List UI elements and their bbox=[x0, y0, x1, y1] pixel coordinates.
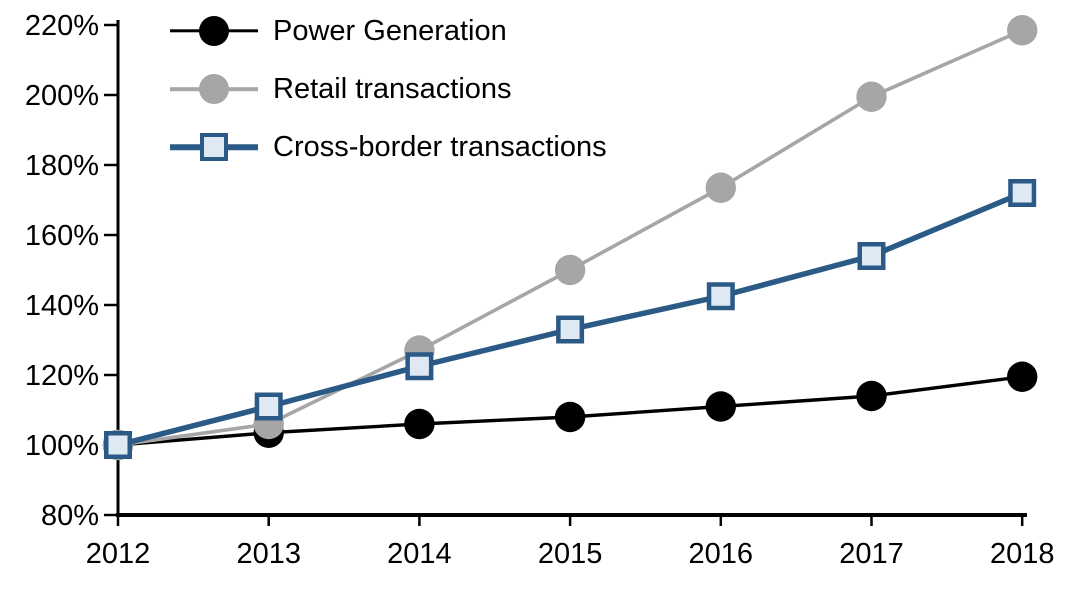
y-axis-tick-label: 80% bbox=[41, 500, 99, 532]
y-axis-tick-label: 100% bbox=[25, 430, 99, 462]
legend-item-power-generation: Power Generation bbox=[170, 2, 607, 60]
data-point-series-0 bbox=[705, 391, 736, 422]
data-point-series-2 bbox=[405, 352, 434, 381]
circle-marker-icon bbox=[199, 16, 229, 46]
y-axis-tick-label: 200% bbox=[25, 80, 99, 112]
legend-swatch-cross-border-transactions bbox=[170, 130, 258, 164]
y-axis-tick-label: 140% bbox=[25, 290, 99, 322]
legend-label-cross-border-transactions: Cross-border transactions bbox=[273, 130, 607, 163]
data-point-series-2 bbox=[104, 431, 132, 459]
legend-swatch-power-generation bbox=[170, 14, 258, 48]
data-point-series-2 bbox=[556, 315, 585, 344]
x-axis-tick-label: 2016 bbox=[689, 538, 754, 570]
data-point-series-1 bbox=[554, 254, 586, 286]
x-axis-tick-label: 2012 bbox=[86, 538, 151, 570]
legend-item-cross-border-transactions: Cross-border transactions bbox=[170, 118, 607, 176]
x-axis-tick-label: 2014 bbox=[387, 538, 452, 570]
data-point-series-1 bbox=[1007, 15, 1038, 46]
legend-swatch-retail-transactions bbox=[170, 72, 258, 106]
y-axis-tick-label: 160% bbox=[25, 220, 99, 252]
circle-marker-icon bbox=[199, 74, 229, 104]
data-point-series-0 bbox=[1007, 361, 1038, 392]
data-point-series-1 bbox=[705, 172, 736, 203]
x-axis-tick-label: 2018 bbox=[990, 538, 1055, 570]
legend-label-retail-transactions: Retail transactions bbox=[273, 72, 512, 105]
y-axis-tick-label: 180% bbox=[25, 150, 99, 182]
x-axis-tick-label: 2017 bbox=[839, 538, 904, 570]
x-axis-tick-label: 2015 bbox=[538, 538, 603, 570]
data-point-series-0 bbox=[554, 401, 586, 433]
y-axis-tick-label: 120% bbox=[25, 360, 99, 392]
square-marker-icon bbox=[200, 133, 228, 161]
data-point-series-2 bbox=[857, 242, 886, 270]
legend-label-power-generation: Power Generation bbox=[273, 14, 507, 47]
y-axis-tick-label: 220% bbox=[25, 10, 99, 42]
data-point-series-0 bbox=[856, 380, 887, 412]
data-point-series-2 bbox=[254, 392, 283, 421]
data-point-series-0 bbox=[404, 408, 435, 440]
data-point-series-1 bbox=[856, 81, 887, 112]
data-point-series-2 bbox=[706, 282, 735, 311]
x-axis-tick-label: 2013 bbox=[236, 538, 301, 570]
data-point-series-2 bbox=[1008, 179, 1037, 207]
legend-item-retail-transactions: Retail transactions bbox=[170, 60, 607, 118]
chart-legend: Power Generation Retail transactions Cro… bbox=[170, 2, 607, 176]
